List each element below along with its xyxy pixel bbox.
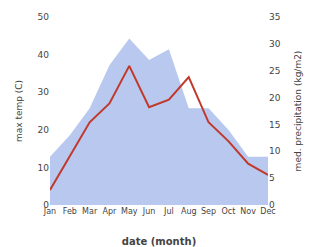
svg-text:25: 25: [269, 66, 280, 76]
svg-text:20: 20: [269, 93, 281, 103]
svg-text:Nov: Nov: [240, 207, 256, 216]
svg-text:date (month): date (month): [122, 236, 196, 247]
svg-text:10: 10: [269, 146, 281, 156]
svg-text:Apr: Apr: [103, 207, 118, 216]
svg-text:40: 40: [38, 50, 50, 60]
svg-text:10: 10: [38, 163, 50, 173]
svg-text:5: 5: [269, 173, 275, 183]
svg-text:Aug: Aug: [181, 207, 197, 216]
svg-text:Feb: Feb: [63, 207, 77, 216]
svg-text:Dec: Dec: [260, 207, 275, 216]
svg-text:Sep: Sep: [201, 207, 216, 216]
svg-text:May: May: [121, 207, 138, 216]
svg-text:0: 0: [43, 200, 49, 210]
svg-text:15: 15: [269, 120, 280, 130]
svg-text:med. precipitation (kg/m2): med. precipitation (kg/m2): [293, 51, 303, 172]
svg-text:30: 30: [269, 39, 281, 49]
svg-text:Mar: Mar: [82, 207, 98, 216]
svg-text:50: 50: [38, 12, 50, 22]
svg-text:Jul: Jul: [163, 207, 174, 216]
svg-text:Jan: Jan: [43, 207, 56, 216]
svg-text:30: 30: [38, 87, 50, 97]
svg-text:Jun: Jun: [142, 207, 156, 216]
svg-text:max temp (C): max temp (C): [14, 80, 24, 142]
svg-text:20: 20: [38, 125, 50, 135]
svg-text:Oct: Oct: [221, 207, 235, 216]
svg-text:35: 35: [269, 12, 280, 22]
svg-text:0: 0: [269, 200, 275, 210]
